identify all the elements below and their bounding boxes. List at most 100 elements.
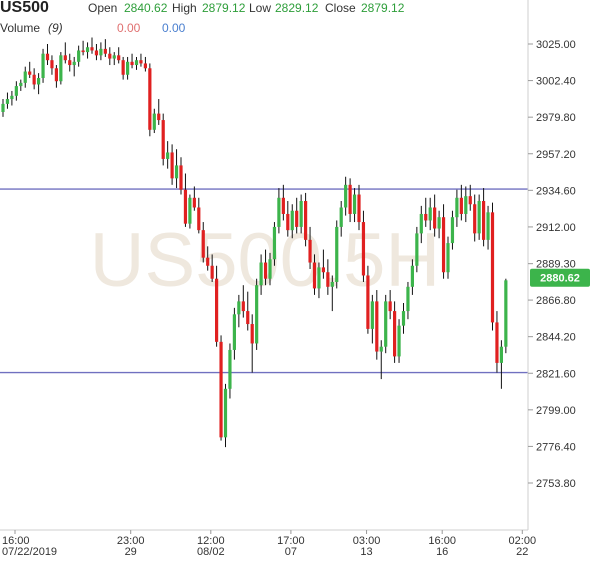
candle-body [424, 213, 428, 221]
candle-body [94, 50, 99, 56]
candle-body [45, 53, 50, 61]
candle [41, 48, 45, 83]
candle-body [384, 301, 388, 347]
candle [232, 307, 236, 360]
candle-body [433, 207, 437, 229]
candle-body [37, 77, 41, 85]
level-lines [0, 188, 528, 374]
candle [166, 141, 170, 169]
date-tick-label: 07/22/2019 [2, 546, 57, 558]
candle [375, 290, 379, 360]
candle-body [228, 349, 232, 389]
candle-body [246, 311, 250, 325]
candle-body [450, 217, 455, 244]
candle-body [108, 53, 112, 59]
candle [1, 99, 5, 117]
candle [437, 210, 441, 239]
candle-body [255, 285, 259, 344]
candle [495, 311, 499, 373]
candle-body [366, 275, 370, 329]
date-tick-label: 29 [125, 546, 137, 558]
candle-body [375, 301, 379, 352]
candle-body [63, 55, 67, 61]
candle [28, 61, 32, 78]
candle-body [455, 197, 459, 218]
candle [188, 194, 192, 229]
candle-body [139, 60, 143, 64]
candle-body [19, 82, 23, 87]
price-tick-label: 2753.80 [536, 478, 576, 490]
candle [54, 65, 58, 88]
last-price-tag: 2880.62 [530, 268, 590, 287]
candle [272, 222, 277, 266]
candle-body [28, 71, 32, 75]
candle-body [357, 194, 361, 223]
candle [441, 204, 446, 279]
candle-body [215, 278, 219, 342]
candle [59, 52, 63, 85]
candle [94, 44, 99, 61]
time-tick-label: 16:00 [428, 535, 456, 547]
candle [335, 220, 339, 289]
candle [312, 254, 317, 295]
candle-body [504, 280, 508, 347]
candle-body [290, 210, 294, 231]
candle-body [166, 152, 170, 159]
price-tick-label: 2912.00 [536, 222, 576, 234]
candle-body [148, 68, 152, 130]
candles [1, 37, 508, 448]
candle-body [335, 226, 339, 282]
candle [473, 194, 477, 242]
close-value: 2879.12 [361, 1, 405, 15]
candle-body [170, 152, 174, 179]
time-axis: 16:0007/22/201923:002912:0008/0217:00070… [0, 529, 536, 558]
candle [259, 254, 263, 295]
high-label: High [172, 1, 197, 15]
candle [99, 42, 103, 61]
close-label: Close [325, 1, 356, 15]
candle [455, 189, 459, 227]
candle-body [499, 346, 503, 363]
candle-body [72, 61, 76, 66]
time-tick-label: 12:00 [197, 535, 225, 547]
candle [490, 202, 495, 331]
candle [450, 210, 455, 250]
candle-body [419, 213, 423, 234]
candle-body [352, 194, 357, 214]
candle [50, 55, 54, 75]
candle-body [393, 311, 397, 357]
candle [10, 90, 14, 106]
candle-body [339, 207, 343, 227]
candle-body [99, 48, 103, 56]
candle-body [161, 120, 165, 159]
candle-body [486, 212, 490, 240]
candle [281, 184, 285, 221]
candle [370, 294, 374, 344]
candle-body [77, 50, 81, 62]
candle [81, 40, 85, 56]
candle-body [482, 201, 486, 240]
candle-body [157, 113, 161, 121]
candle [406, 281, 410, 320]
candle [393, 301, 397, 363]
candle [344, 176, 348, 216]
candle [415, 226, 419, 273]
candle-body [321, 267, 325, 273]
volume-value-2: 0.00 [162, 21, 186, 35]
candle-body [14, 86, 18, 96]
candle [215, 265, 219, 347]
last-price-tag-box [530, 268, 590, 287]
candle [424, 197, 428, 227]
candle [37, 73, 41, 95]
candle [459, 184, 463, 221]
candle [72, 56, 76, 77]
candle [295, 197, 299, 234]
candle-body [179, 165, 183, 190]
candle-body [441, 217, 446, 273]
candle [117, 47, 121, 64]
candle [504, 278, 508, 354]
candle [357, 184, 361, 231]
candle-body [121, 60, 125, 75]
price-tick-label: 2889.30 [536, 259, 576, 271]
